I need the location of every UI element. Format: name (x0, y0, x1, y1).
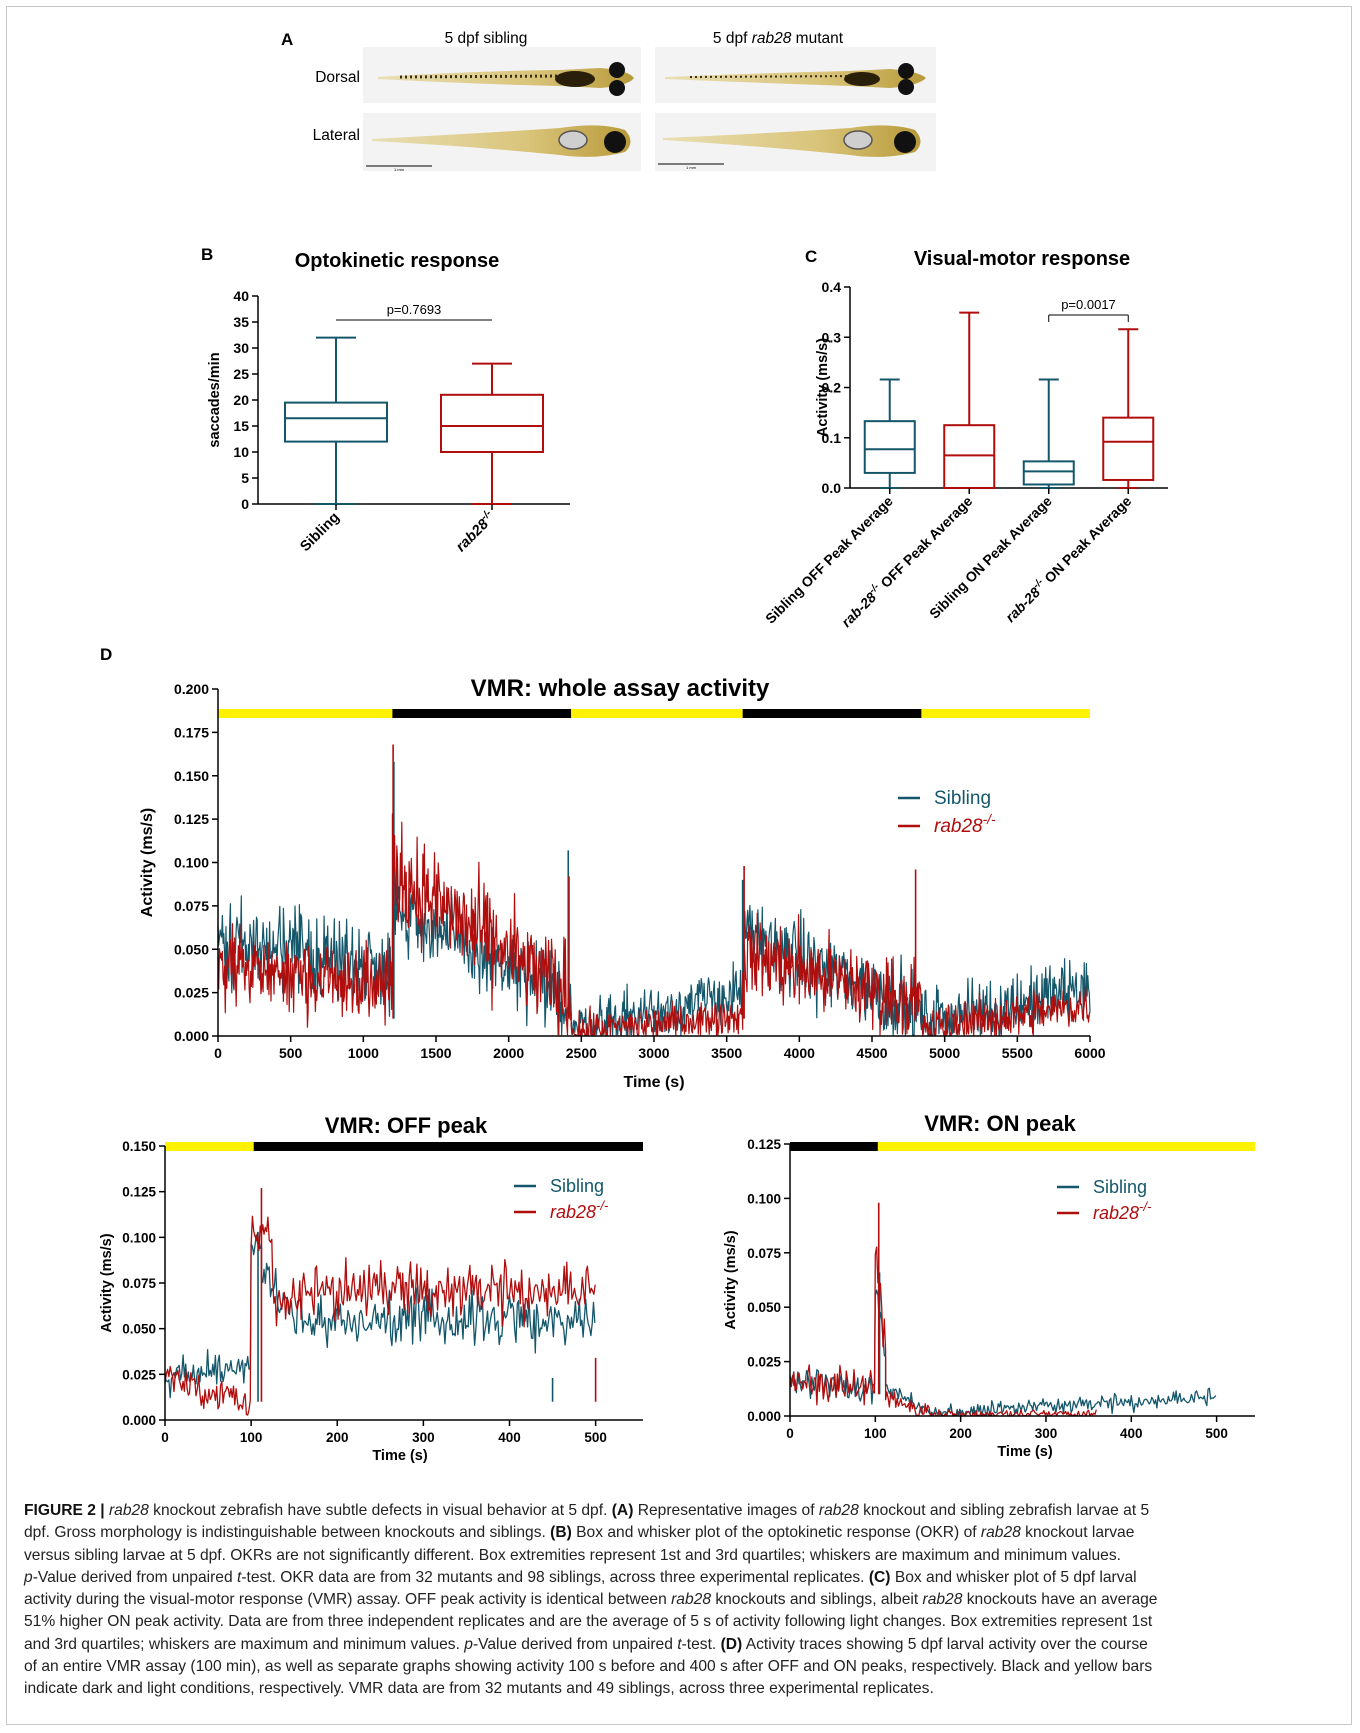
caption-text: versus sibling larvae at 5 dpf. OKRs are… (24, 1546, 1121, 1564)
figure-border (6, 6, 1352, 1725)
caption-text: 51% higher ON peak activity. Data are fr… (24, 1613, 1153, 1631)
caption-line: of an entire VMR assay (100 min), as wel… (24, 1656, 1336, 1678)
caption-text: (B) (550, 1524, 572, 1542)
caption-text: and 3rd quartiles; whiskers are maximum … (24, 1635, 465, 1653)
photo-lateral-sibling: 1 mm (363, 113, 641, 172)
panel-a-col2-prefix: 5 dpf (713, 30, 752, 47)
caption-text: Representative images of (633, 1502, 819, 1519)
panel-a-col2-suffix: mutant (791, 30, 843, 47)
caption-line: FIGURE 2 | rab28 knockout zebrafish have… (24, 1500, 1336, 1522)
caption-text: indicate dark and light conditions, resp… (24, 1680, 934, 1698)
caption-text: rab28 (671, 1591, 711, 1609)
panel-a-col2-label: 5 dpf rab28 mutant (713, 30, 844, 47)
caption-line: dpf. Gross morphology is indistinguishab… (24, 1522, 1336, 1544)
photo-dorsal-sibling (363, 47, 641, 103)
caption-text: t (236, 1568, 242, 1586)
caption-text: knockout zebrafish have subtle defects i… (148, 1502, 612, 1519)
caption-line: and 3rd quartiles; whiskers are maximum … (24, 1634, 1336, 1656)
scalebar-sibling: 1 mm (394, 167, 405, 172)
panel-a: A 5 dpf sibling 5 dpf rab28 mutant Dorsa… (281, 30, 936, 172)
caption-line: p-Value derived from unpaired t-test. OK… (24, 1567, 1336, 1589)
scalebar-mutant: 1 mm (686, 165, 697, 170)
caption-text: t (677, 1635, 682, 1653)
caption-text: (A) (611, 1502, 634, 1519)
photo-lateral-mutant: 1 mm (655, 113, 936, 171)
caption-text: knockout larvae (1020, 1524, 1135, 1542)
caption-text: -Value derived from unpaired (472, 1635, 678, 1653)
caption-text: rab28 (108, 1502, 149, 1519)
caption-text: dpf. Gross morphology is indistinguishab… (24, 1524, 551, 1542)
panel-a-row2-label: Lateral (313, 127, 360, 144)
caption-text: FIGURE 2 | (24, 1502, 109, 1519)
caption-text: Box and whisker plot of the optokinetic … (571, 1524, 981, 1542)
panel-a-letter: A (281, 30, 293, 49)
caption-line: 51% higher ON peak activity. Data are fr… (24, 1611, 1336, 1633)
caption-line: activity during the visual-motor respons… (24, 1589, 1336, 1611)
caption-text: Box and whisker plot of 5 dpf larval (890, 1568, 1137, 1586)
caption-text: knockouts and siblings, albeit (711, 1591, 923, 1609)
caption-text: p (464, 1635, 473, 1653)
caption-text: knockouts have an average (962, 1591, 1158, 1609)
panel-a-col1-label: 5 dpf sibling (445, 30, 528, 47)
caption-text: activity during the visual-motor respons… (24, 1591, 672, 1609)
panel-a-row1-label: Dorsal (315, 69, 360, 86)
caption-text: of an entire VMR assay (100 min), as wel… (24, 1658, 1153, 1676)
caption-text: (D) (720, 1635, 743, 1653)
caption-text: -test. OKR data are from 32 mutants and … (241, 1568, 869, 1586)
caption-text: (C) (868, 1568, 891, 1586)
caption-line: versus sibling larvae at 5 dpf. OKRs are… (24, 1545, 1336, 1567)
caption-text: p (24, 1568, 33, 1586)
caption-text: -test. (681, 1635, 721, 1653)
photo-dorsal-mutant (655, 47, 936, 103)
caption-text: rab28 (922, 1591, 963, 1609)
caption-text: rab28 (980, 1524, 1021, 1542)
caption-text: -Value derived from unpaired (32, 1568, 237, 1586)
caption-line: indicate dark and light conditions, resp… (24, 1678, 1336, 1700)
panel-a-col2-gene: rab28 (752, 30, 792, 47)
caption-text: Activity traces showing 5 dpf larval act… (742, 1635, 1148, 1653)
caption-text: knockout and sibling zebrafish larvae at… (858, 1502, 1150, 1519)
caption-text: rab28 (818, 1502, 859, 1519)
figure-caption: FIGURE 2 | rab28 knockout zebrafish have… (24, 1500, 1336, 1701)
